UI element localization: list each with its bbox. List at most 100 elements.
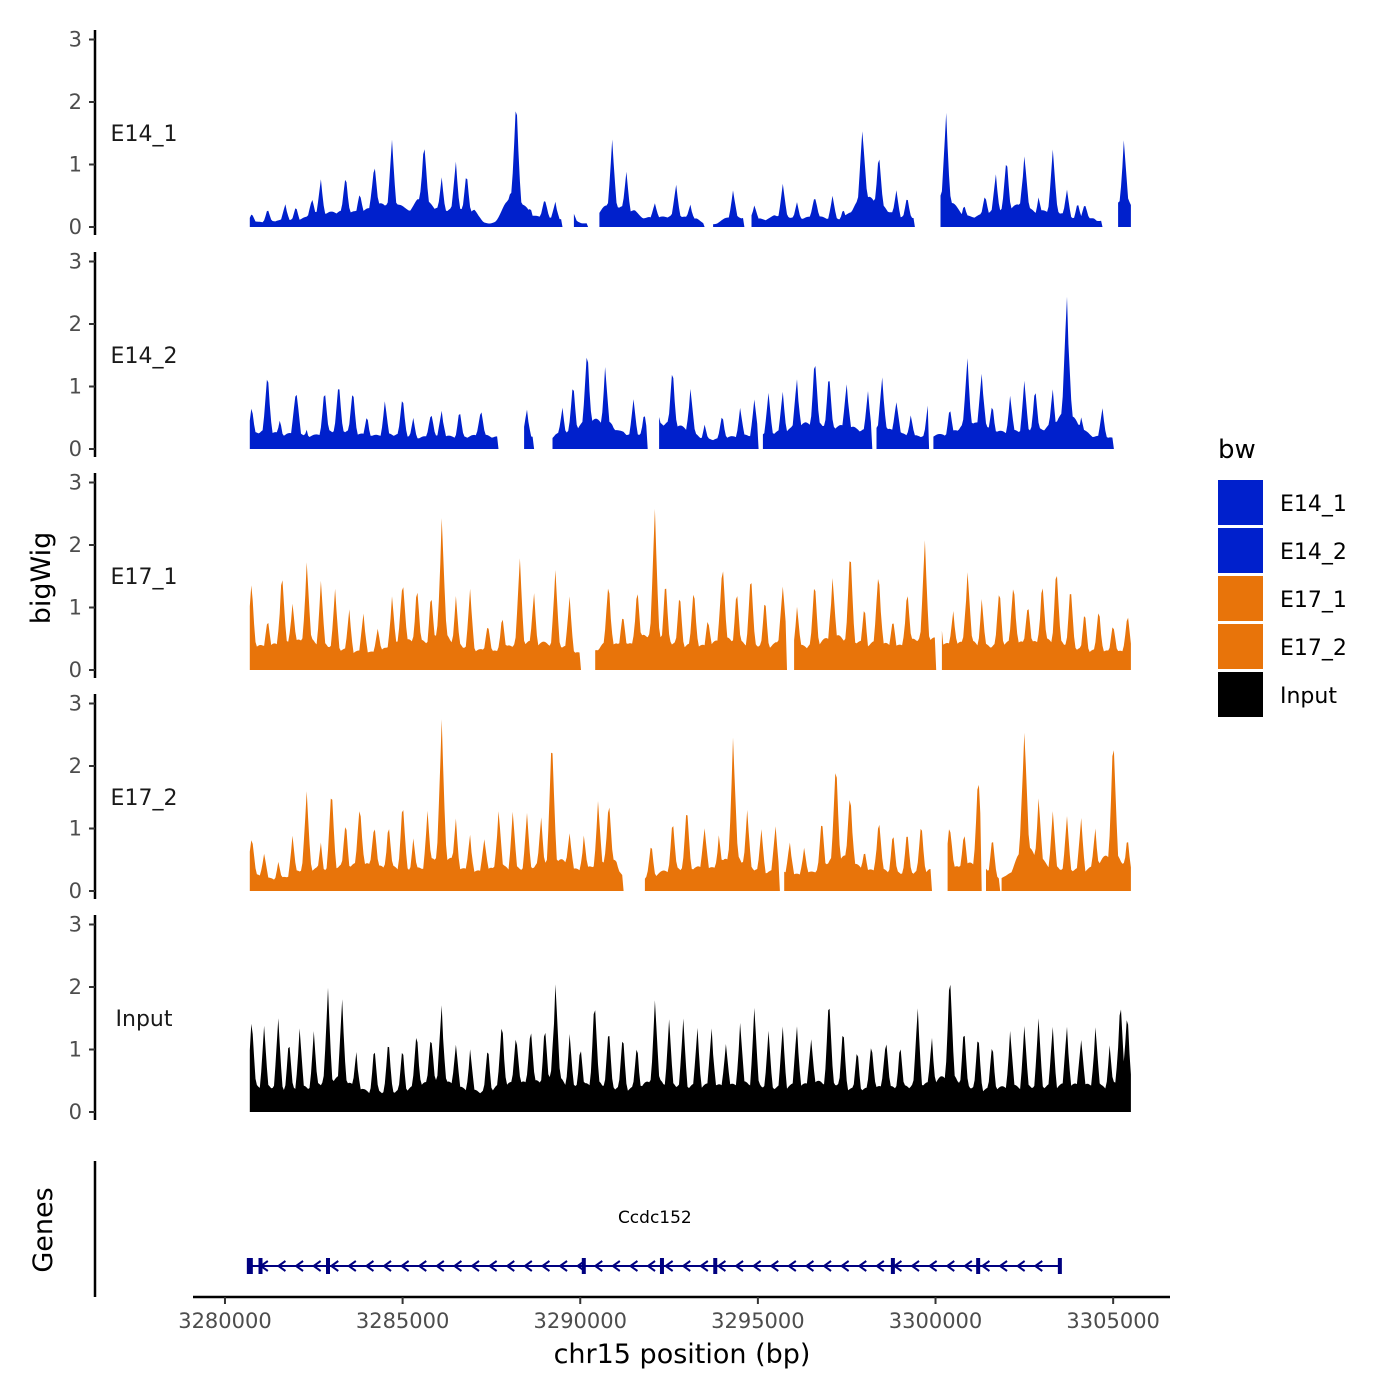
- strand-arrow-icon: [963, 1260, 973, 1272]
- legend-title: bw: [1218, 435, 1256, 465]
- x-tick-label: 3305000: [1066, 1309, 1160, 1333]
- strand-arrow-icon: [751, 1260, 762, 1272]
- strand-arrow-icon: [875, 1260, 885, 1272]
- x-ticks: 3280000 3285000 3290000 3295000 3300000 33050…: [178, 1297, 1160, 1333]
- gene-exon: [581, 1258, 586, 1274]
- strand-arrow-icon: [1015, 1260, 1026, 1272]
- y-tick-label: 1: [69, 1038, 82, 1062]
- track-E17_1: 0 1 2 3 E17_1: [69, 471, 1131, 682]
- y-tick-label: 2: [69, 90, 82, 114]
- strand-arrow-icon: [470, 1260, 480, 1272]
- y-tick-label: 1: [69, 153, 82, 177]
- x-axis-title: chr15 position (bp): [554, 1339, 811, 1370]
- legend-label: E17_1: [1280, 588, 1347, 613]
- signal-area: [644, 737, 780, 891]
- legend-label: Input: [1280, 684, 1337, 709]
- strand-arrow-icon: [523, 1260, 533, 1272]
- signal-area: [659, 374, 759, 449]
- y-tick-label: 0: [69, 437, 82, 461]
- strand-arrow-icon: [417, 1260, 427, 1272]
- strand-arrow-icon: [927, 1260, 938, 1272]
- signal-area: [249, 111, 563, 227]
- y-tick-label: 1: [69, 817, 82, 841]
- signal-area: [249, 719, 624, 891]
- strand-arrow-icon: [822, 1260, 832, 1272]
- gene-name-label: Ccdc152: [618, 1208, 692, 1228]
- signal-area: [933, 296, 1114, 449]
- strand-arrow-icon: [347, 1260, 357, 1272]
- gene-model: [246, 1258, 1062, 1274]
- legend-label: E14_1: [1280, 492, 1347, 517]
- strand-arrow-icon: [382, 1260, 392, 1272]
- genes-panel: Genes Ccdc152: [28, 1161, 1062, 1297]
- strand-arrow-icon: [980, 1260, 991, 1272]
- gene-exon: [659, 1258, 664, 1274]
- y-tick-label: 2: [69, 754, 82, 778]
- strand-arrow-icon: [487, 1260, 498, 1272]
- legend-swatch: [1218, 576, 1263, 621]
- strand-arrow-icon: [435, 1260, 445, 1272]
- strand-arrow-icon: [628, 1260, 639, 1272]
- x-tick-label: 3285000: [356, 1309, 450, 1333]
- x-tick-label: 3295000: [711, 1309, 805, 1333]
- signal-area: [249, 379, 499, 449]
- gene-exon: [976, 1258, 981, 1274]
- track-E14_1: 0 1 2 3 E14_1: [69, 28, 1131, 239]
- strand-arrow-icon: [593, 1260, 603, 1272]
- gene-exon: [326, 1258, 331, 1274]
- y-axis-title: bigWig: [26, 532, 57, 625]
- gene-exon: [258, 1258, 263, 1274]
- y-tick-label: 0: [69, 215, 82, 239]
- x-tick-label: 3300000: [889, 1309, 983, 1333]
- genes-panel-title: Genes: [28, 1187, 59, 1272]
- y-tick-label: 2: [69, 533, 82, 557]
- y-tick-label: 3: [69, 913, 82, 937]
- strand-arrow-icon: [646, 1260, 656, 1272]
- y-tick-label: 1: [69, 596, 82, 620]
- y-tick-label: 3: [69, 250, 82, 274]
- signal-area: [1001, 732, 1131, 891]
- legend-swatch: [1218, 624, 1263, 669]
- signal-area: [249, 984, 1131, 1112]
- signal-area: [751, 131, 915, 227]
- strand-arrow-icon: [558, 1260, 568, 1272]
- track-E17_2: 0 1 2 3 E17_2: [69, 692, 1131, 903]
- track-E14_2: 0 1 2 3 E14_2: [69, 250, 1114, 461]
- signal-area: [784, 773, 932, 891]
- strand-arrow-icon: [399, 1260, 410, 1272]
- strand-arrow-icon: [857, 1260, 867, 1272]
- signal-area: [713, 190, 745, 227]
- strand-arrow-icon: [663, 1260, 674, 1272]
- signal-area: [249, 518, 582, 670]
- strand-arrow-icon: [839, 1260, 850, 1272]
- x-tick-label: 3290000: [533, 1309, 627, 1333]
- strand-arrow-icon: [945, 1260, 955, 1272]
- signal-area: [762, 366, 873, 449]
- strand-arrow-icon: [1033, 1260, 1043, 1272]
- strand-arrow-icon: [329, 1260, 339, 1272]
- strand-arrow-icon: [787, 1260, 797, 1272]
- strand-arrow-icon: [505, 1260, 515, 1272]
- strand-arrow-icon: [540, 1260, 551, 1272]
- signal-area: [940, 112, 1103, 227]
- strand-arrow-icon: [364, 1260, 375, 1272]
- signal-area: [573, 213, 589, 227]
- strand-arrow-icon: [294, 1260, 304, 1272]
- legend-swatch: [1218, 672, 1263, 717]
- track-label: E17_1: [111, 565, 178, 590]
- signal-area: [941, 572, 1131, 670]
- signal-area: [552, 357, 648, 449]
- strand-arrow-icon: [716, 1260, 727, 1272]
- strand-arrow-icon: [681, 1260, 691, 1272]
- strand-arrow-icon: [734, 1260, 744, 1272]
- strand-arrow-icon: [699, 1260, 709, 1272]
- legend-swatch: [1218, 480, 1263, 525]
- signal-area: [524, 409, 535, 449]
- signal-area: [1118, 140, 1131, 227]
- signal-area: [947, 784, 982, 891]
- y-tick-label: 0: [69, 879, 82, 903]
- strand-arrow-icon: [769, 1260, 779, 1272]
- signal-area: [595, 508, 787, 670]
- y-tick-label: 3: [69, 692, 82, 716]
- strand-arrow-icon: [910, 1260, 920, 1272]
